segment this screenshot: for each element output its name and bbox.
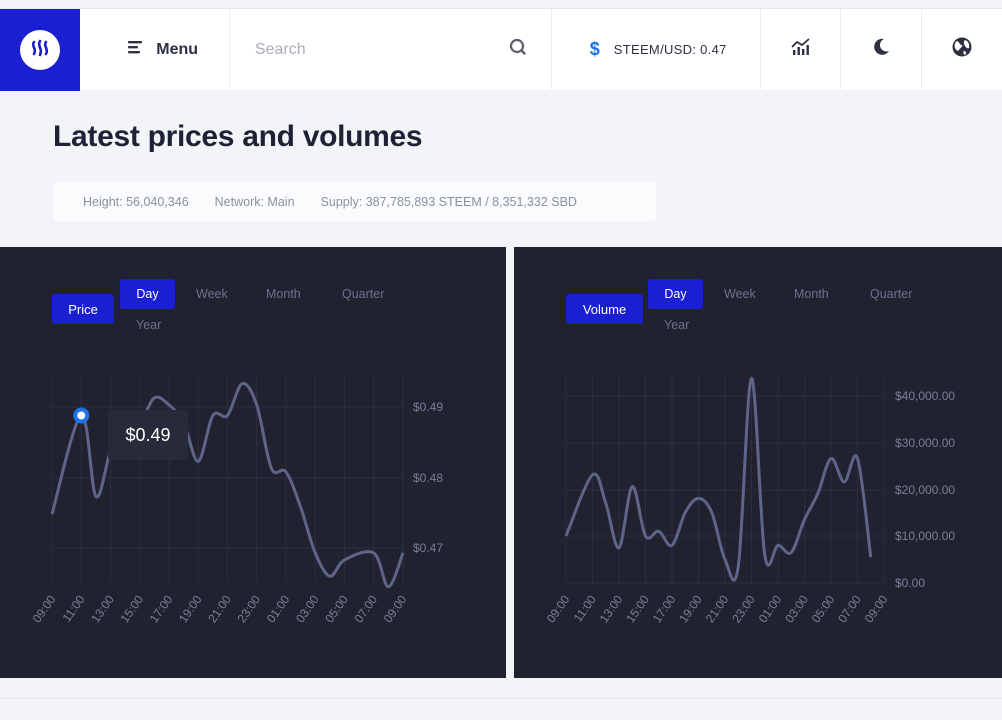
y-tick-label: $40,000.00: [895, 389, 955, 403]
y-tick-label: $0.47: [413, 541, 443, 555]
theme-toggle-button[interactable]: [841, 9, 922, 90]
search-input[interactable]: [254, 40, 475, 59]
highlight-point-center: [77, 411, 86, 420]
x-tick-label: 01:00: [756, 592, 785, 625]
tab-week[interactable]: Week: [196, 287, 228, 301]
x-tick-label: 21:00: [205, 592, 234, 625]
menu-button[interactable]: Menu: [80, 9, 230, 90]
tab-week[interactable]: Week: [724, 287, 756, 301]
menu-label: Menu: [156, 40, 199, 58]
price-ticker[interactable]: $ STEEM/USD: 0.47: [552, 9, 762, 90]
price-button[interactable]: Price: [52, 294, 114, 324]
footer-strip: [0, 680, 1002, 720]
x-tick-label: 13:00: [597, 592, 626, 625]
network-name: Network: Main: [214, 194, 295, 209]
tab-year[interactable]: Year: [136, 318, 162, 332]
x-tick-label: 03:00: [782, 592, 811, 625]
tab-day[interactable]: Day: [120, 279, 175, 309]
x-tick-label: 09:00: [544, 592, 573, 625]
y-tick-label: $30,000.00: [895, 436, 955, 450]
x-tick-label: 05:00: [322, 592, 351, 625]
x-tick-label: 09:00: [381, 592, 410, 625]
x-tick-label: 03:00: [293, 592, 322, 625]
x-tick-label: 05:00: [809, 592, 838, 625]
volume-button[interactable]: Volume: [566, 294, 643, 324]
steem-logo-icon: [20, 30, 61, 70]
y-tick-label: $0.00: [895, 576, 925, 590]
price-tooltip: $0.49: [108, 410, 188, 460]
footer-divider: [0, 698, 1002, 699]
x-tick-label: 07:00: [352, 592, 381, 625]
x-tick-label: 15:00: [118, 592, 147, 625]
network-stats-bar: Height: 56,040,346 Network: Main Supply:…: [53, 182, 656, 221]
x-tick-label: 19:00: [176, 592, 205, 625]
y-tick-label: $0.49: [413, 400, 443, 414]
x-tick-label: 21:00: [703, 592, 732, 625]
globe-icon: [951, 36, 973, 63]
x-tick-label: 11:00: [60, 592, 88, 624]
x-tick-label: 17:00: [650, 592, 679, 625]
moon-icon: [871, 37, 891, 62]
top-navigation-bar: Menu $ STEEM/USD: 0.47: [0, 8, 1002, 91]
x-tick-label: 09:00: [862, 592, 891, 625]
dollar-icon: $: [589, 39, 600, 59]
y-tick-label: $0.48: [413, 471, 443, 485]
x-tick-label: 07:00: [835, 592, 864, 625]
x-tick-label: 23:00: [235, 592, 264, 625]
price-chart-panel: Price Day Week Month Quarter Year $0.49 $…: [0, 247, 506, 678]
tab-month[interactable]: Month: [794, 287, 829, 301]
token-supply: Supply: 387,785,893 STEEM / 8,351,332 SB…: [320, 194, 577, 209]
tab-year[interactable]: Year: [664, 318, 690, 332]
chart-icon: [791, 38, 811, 61]
volume-chart-panel: Volume Day Week Month Quarter Year $40,0…: [514, 247, 1002, 678]
language-button[interactable]: [922, 9, 1002, 90]
block-height: Height: 56,040,346: [83, 194, 189, 209]
x-tick-label: 15:00: [623, 592, 652, 625]
x-tick-label: 23:00: [729, 592, 758, 625]
x-tick-label: 11:00: [571, 592, 599, 624]
y-tick-label: $10,000.00: [895, 529, 955, 543]
y-tick-label: $20,000.00: [895, 483, 955, 497]
x-tick-label: 01:00: [264, 592, 293, 625]
search-bar: [230, 9, 552, 90]
steem-logo[interactable]: [0, 9, 81, 91]
page-title: Latest prices and volumes: [53, 120, 423, 153]
x-tick-label: 17:00: [147, 592, 176, 625]
tab-day[interactable]: Day: [648, 279, 703, 309]
tab-quarter[interactable]: Quarter: [870, 287, 913, 301]
search-icon[interactable]: [509, 38, 527, 61]
x-tick-label: 19:00: [676, 592, 705, 625]
tab-month[interactable]: Month: [266, 287, 301, 301]
ticker-text: STEEM/USD: 0.47: [613, 42, 727, 57]
x-tick-label: 13:00: [88, 592, 117, 625]
volume-chart: $40,000.00 $30,000.00 $20,000.00 $10,000.00…: [544, 374, 955, 625]
x-tick-label: 09:00: [30, 592, 59, 625]
tab-quarter[interactable]: Quarter: [342, 287, 385, 301]
charts-button[interactable]: [761, 9, 842, 90]
series-line: [564, 377, 873, 582]
hamburger-menu-icon: [128, 40, 144, 59]
